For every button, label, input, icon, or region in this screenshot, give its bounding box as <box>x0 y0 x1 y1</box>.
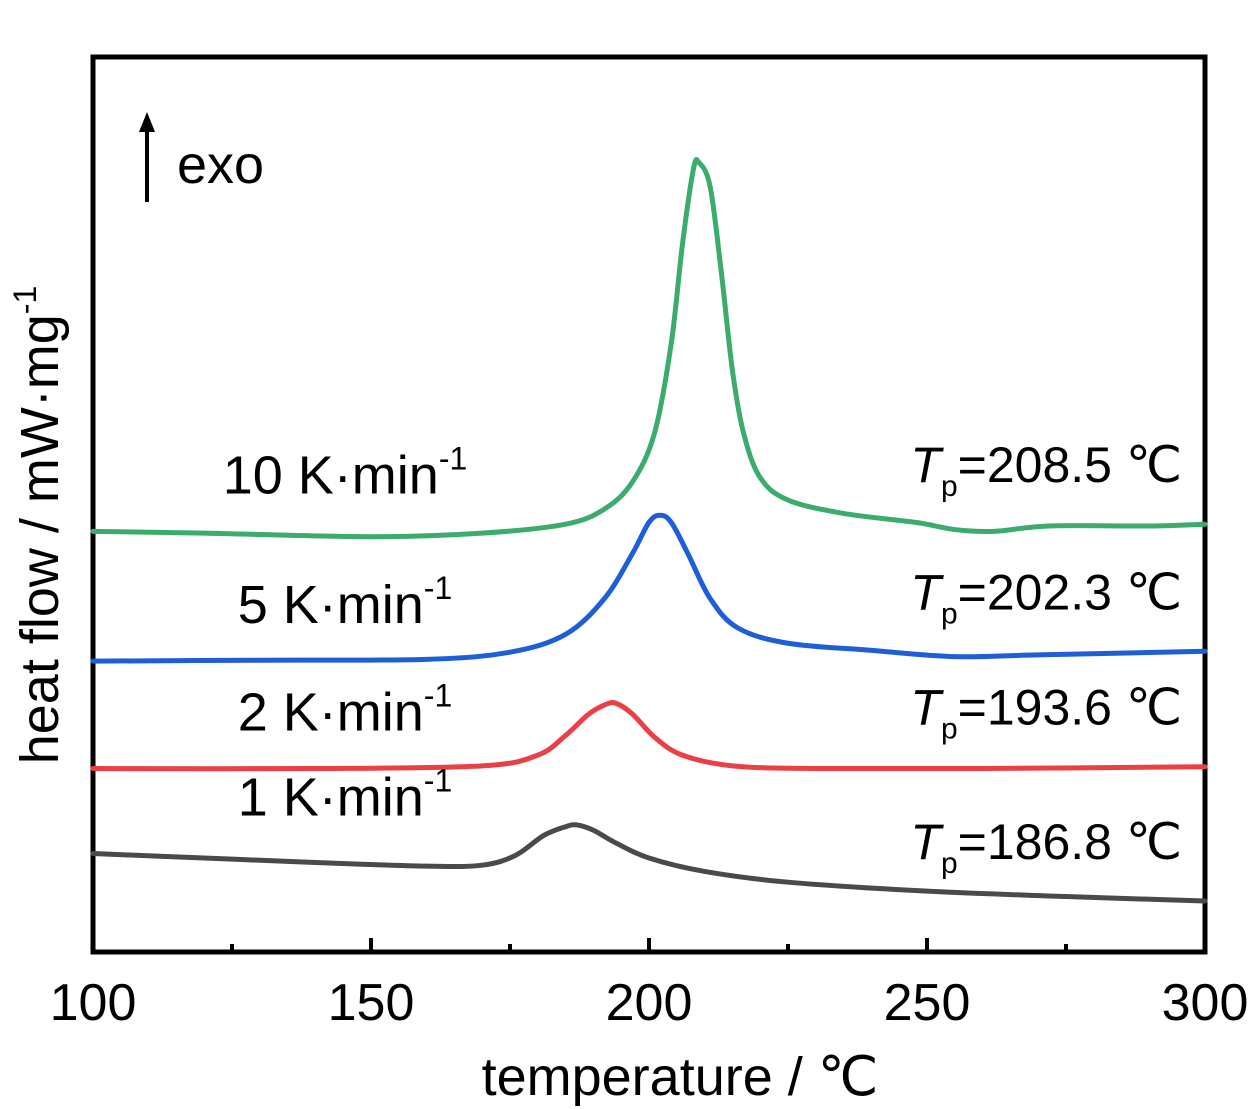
series-label-sup: -1 <box>424 678 452 714</box>
x-tick-label: 250 <box>884 974 971 1032</box>
peak-symbol-sub: p <box>941 847 958 880</box>
x-axis-title: temperature / ℃ <box>482 1047 879 1107</box>
series-label-sup: -1 <box>424 763 452 799</box>
x-tick-label: 150 <box>328 974 415 1032</box>
series-label: 5 K·min-1 <box>238 570 453 635</box>
series-label: 10 K·min-1 <box>223 440 468 505</box>
curve-layer <box>90 156 1208 904</box>
series-label-main: 10 K·min <box>223 445 439 505</box>
exo-label: exo <box>177 135 264 195</box>
series-label-main: 1 K·min <box>238 768 424 828</box>
exo-arrow-head-icon <box>139 112 155 132</box>
peak-value: =202.3 ℃ <box>958 564 1182 620</box>
x-tick-label: 300 <box>1162 974 1249 1032</box>
x-tick-label: 100 <box>50 974 137 1032</box>
peak-symbol-sub: p <box>941 470 958 503</box>
exo-annotation: exo <box>139 112 264 202</box>
series-label-sup: -1 <box>424 570 452 606</box>
peak-temperature-label: Tp=186.8 ℃ <box>910 814 1182 880</box>
peak-symbol: T <box>910 680 944 736</box>
peak-temperature-label: Tp=193.6 ℃ <box>910 680 1182 746</box>
series-label-sup: -1 <box>439 440 467 476</box>
label-layer: 1 K·min-1Tp=186.8 ℃2 K·min-1 Tp=193.6 ℃5 … <box>223 437 1182 880</box>
y-axis-title-sup: -1 <box>7 286 43 314</box>
x-tick-label: 200 <box>606 974 693 1032</box>
series-label: 1 K·min-1 <box>238 763 453 828</box>
y-axis-title: heat flow / mW·mg-1 <box>7 286 70 765</box>
axes-layer: 100 150 200 250 300 <box>50 54 1249 1032</box>
peak-symbol-sub: p <box>941 713 958 746</box>
series-line <box>90 156 1208 540</box>
series-line <box>90 700 1208 772</box>
peak-symbol: T <box>910 814 944 870</box>
y-axis-title-main: heat flow / mW·mg <box>10 314 70 764</box>
series-label: 2 K·min-1 <box>238 678 453 743</box>
peak-value: =193.6 ℃ <box>958 680 1182 736</box>
series-line <box>90 822 1208 904</box>
series-label-main: 5 K·min <box>238 575 424 635</box>
series-label-main: 2 K·min <box>238 683 424 743</box>
peak-temperature-label: Tp=202.3 ℃ <box>910 564 1182 630</box>
peak-value: =186.8 ℃ <box>958 814 1182 870</box>
peak-symbol-sub: p <box>941 597 958 630</box>
peak-value: =208.5 ℃ <box>958 437 1182 493</box>
peak-symbol: T <box>910 564 944 620</box>
peak-temperature-label: Tp=208.5 ℃ <box>910 437 1182 503</box>
series-line <box>90 512 1208 664</box>
peak-symbol: T <box>910 437 944 493</box>
